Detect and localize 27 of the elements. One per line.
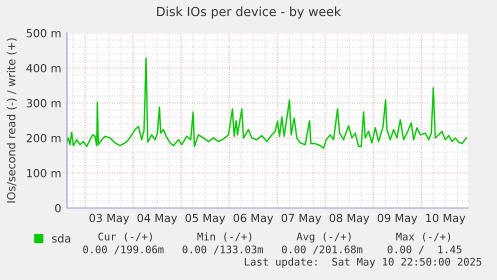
text: Last update: Sat May 10 22:50:00 2025	[244, 258, 482, 268]
text: Avg (-/+)	[296, 232, 351, 243]
y-tick-label: 400 m	[26, 64, 60, 72]
y-axis-title: IOs/second read (-) / write (+)	[6, 38, 17, 203]
y-tick-label: 300 m	[26, 98, 60, 108]
y-tick-label: 200 m	[26, 134, 60, 142]
x-tick-label: 04 May	[137, 214, 178, 224]
x-tick-label: 05 May	[186, 214, 226, 224]
x-tick-label: 09 May	[378, 214, 418, 224]
y-tick-label: 500 m	[26, 28, 60, 38]
y-tick-label: 0	[55, 204, 61, 212]
y-tick-label: 100 m	[27, 168, 60, 178]
legend-label: sda	[52, 234, 70, 243]
x-tick-label: 08 May	[330, 214, 370, 224]
text: 0.00 / 1.45	[388, 245, 462, 254]
chart-title: Disk IOs per device - by week	[157, 6, 342, 19]
text: 0.00 /199.06m	[83, 245, 164, 254]
text: 0.00 /201.68m	[282, 245, 362, 254]
text: Cur (-/+)	[98, 232, 152, 242]
line-series	[67, 58, 468, 149]
x-tick-label: 10 May	[426, 214, 466, 224]
text: Max (-/+)	[396, 232, 450, 242]
x-tick-label: 07 May	[282, 214, 322, 224]
text: 0.00 /133.03m	[182, 245, 263, 254]
x-tick-label: 03 May	[89, 214, 130, 224]
text: Min (-/+)	[197, 232, 252, 242]
x-tick-label: 06 May	[234, 214, 274, 224]
